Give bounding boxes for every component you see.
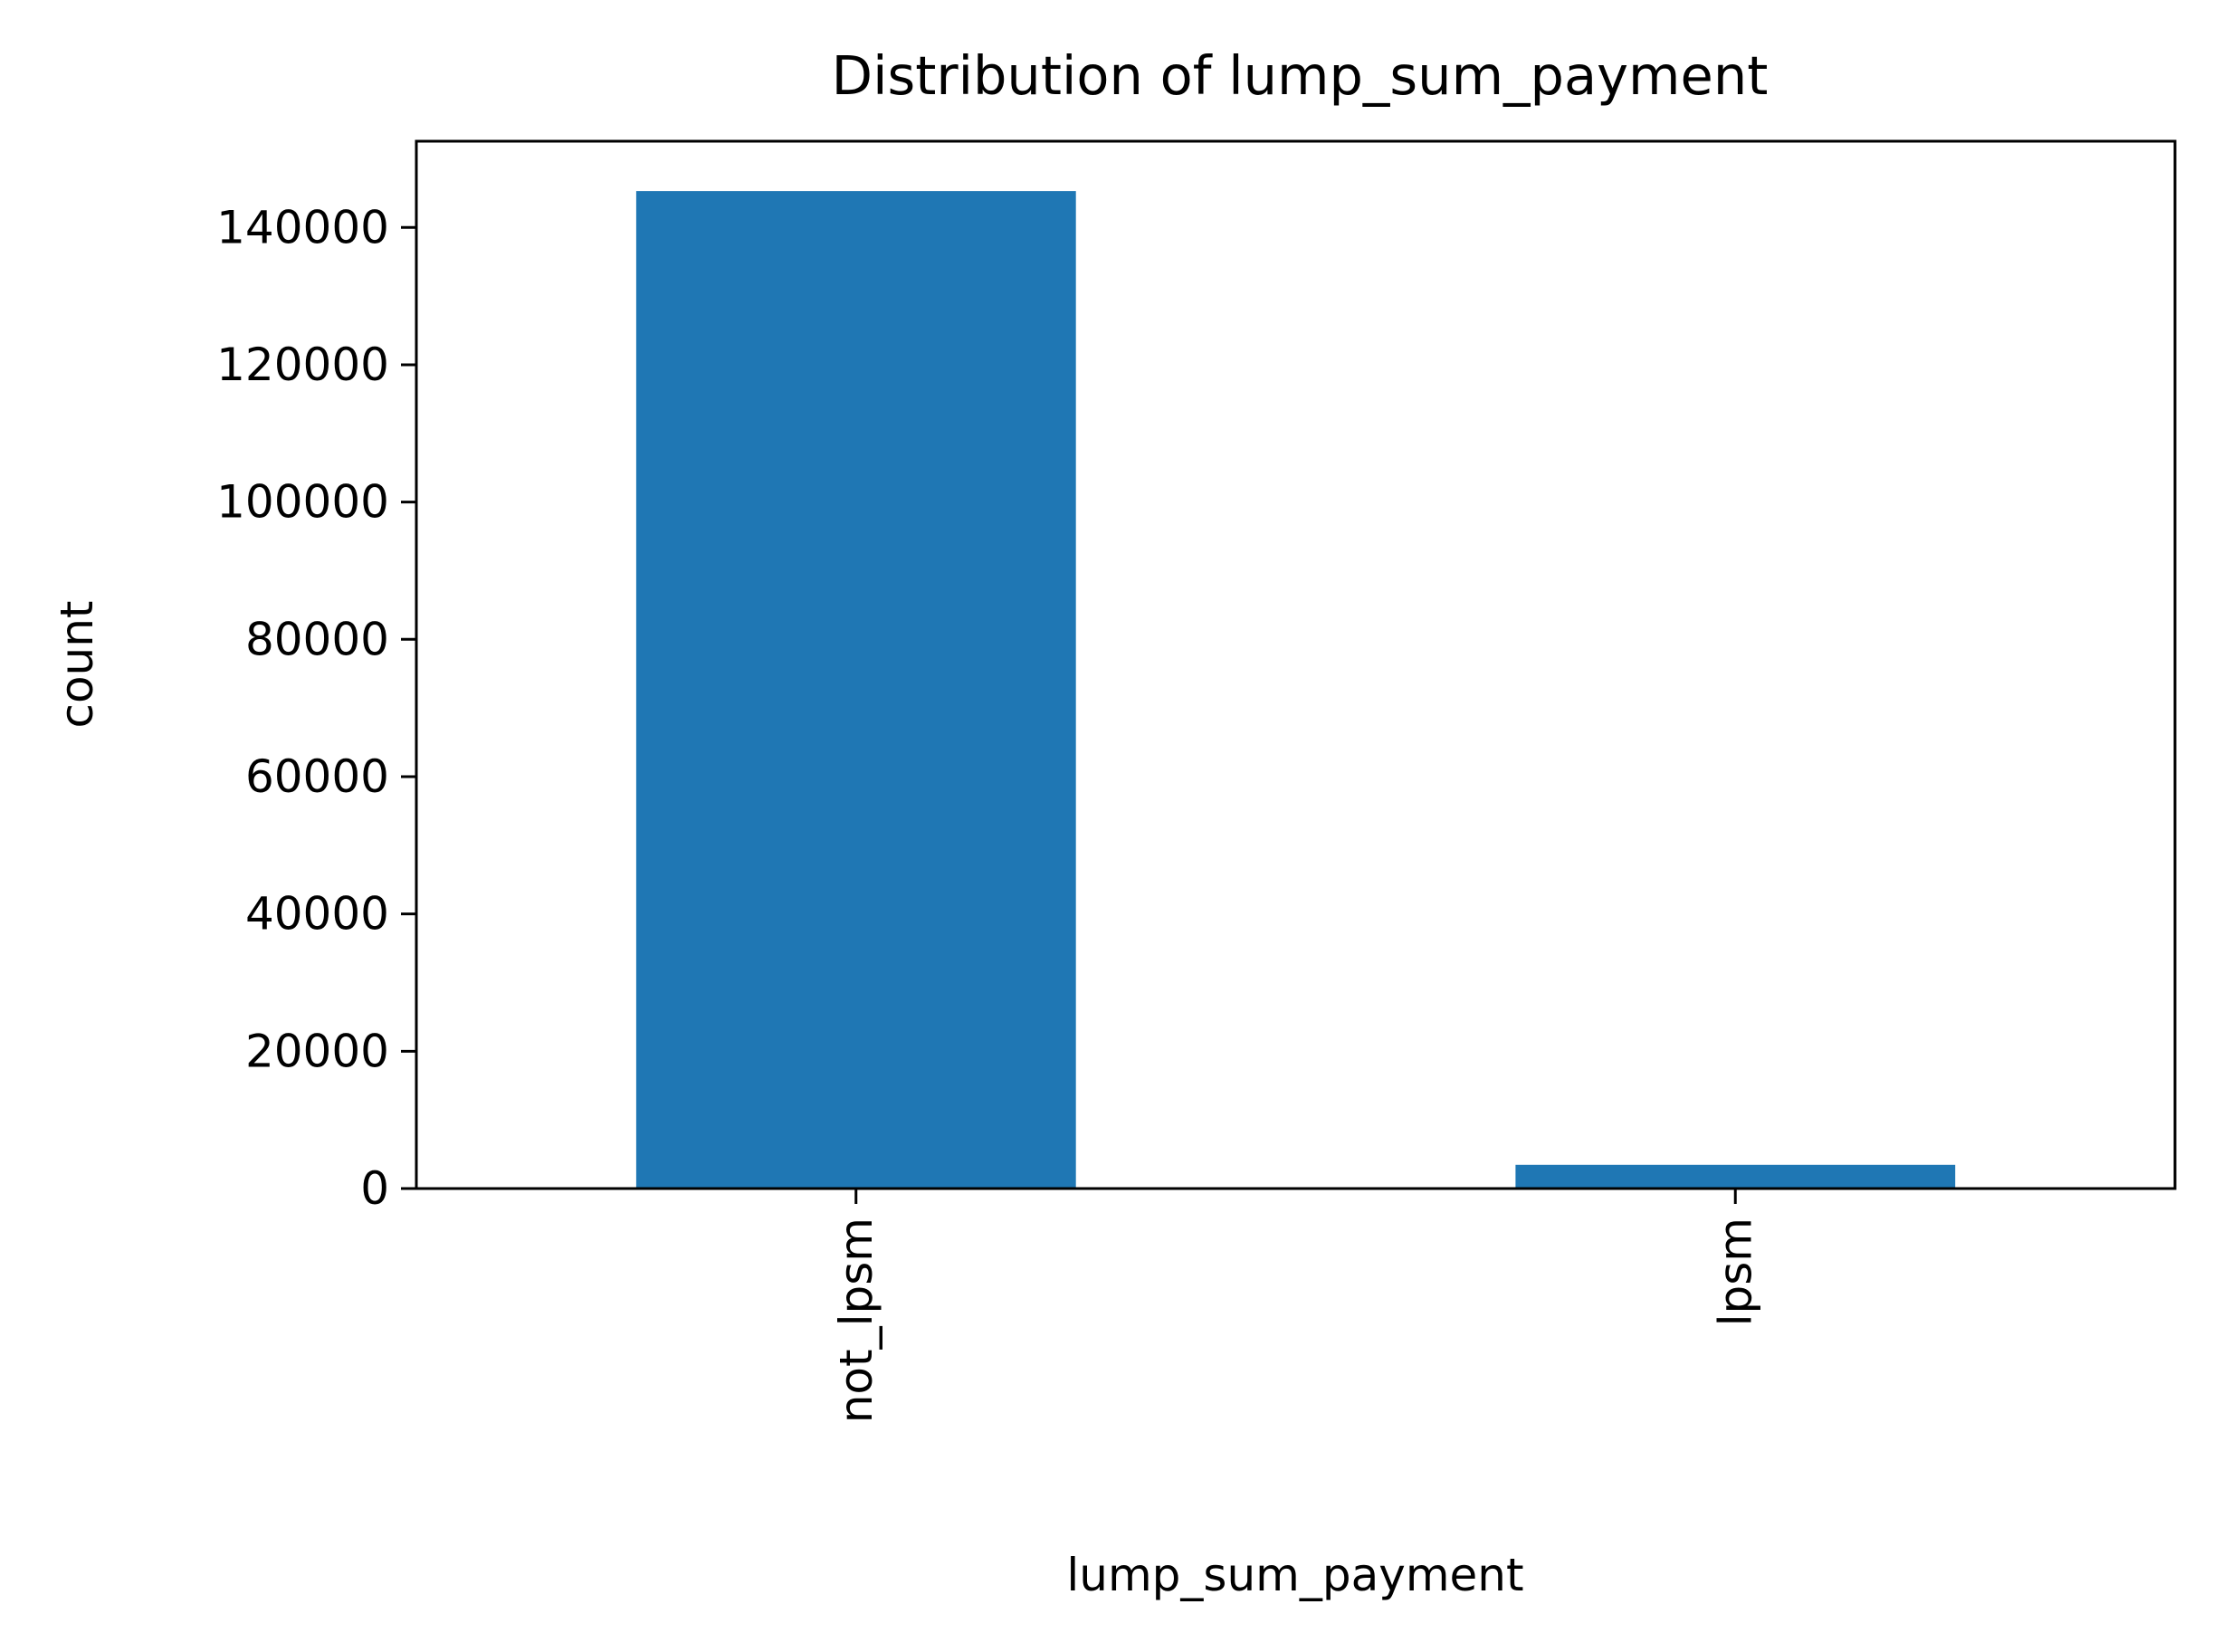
y-tick-label: 40000: [245, 888, 389, 941]
y-tick-label: 100000: [216, 476, 389, 529]
axes-frame: [415, 139, 2177, 1190]
bar-lpsm: [1515, 1164, 1956, 1189]
y-tick-label: 20000: [245, 1025, 389, 1077]
x-axis: not_lpsm lpsm: [830, 1189, 1761, 1423]
chart-title: Distribution of lump_sum_payment: [832, 44, 1769, 107]
y-axis-label: count: [51, 600, 103, 728]
y-tick-label: 60000: [245, 750, 389, 803]
x-tick-label: not_lpsm: [830, 1218, 882, 1423]
y-axis: 0 20000 40000 60000 80000 100000 120000 140000: [216, 201, 416, 1215]
plot-area: [635, 191, 1956, 1189]
bar-not-lpsm: [635, 191, 1076, 1189]
y-tick-label: 80000: [245, 613, 389, 665]
x-tick-label: lpsm: [1709, 1218, 1761, 1326]
y-tick-label: 140000: [216, 201, 389, 253]
y-tick-label: 0: [360, 1162, 389, 1215]
y-tick-label: 120000: [216, 339, 389, 391]
x-axis-label: lump_sum_payment: [1066, 1549, 1523, 1601]
